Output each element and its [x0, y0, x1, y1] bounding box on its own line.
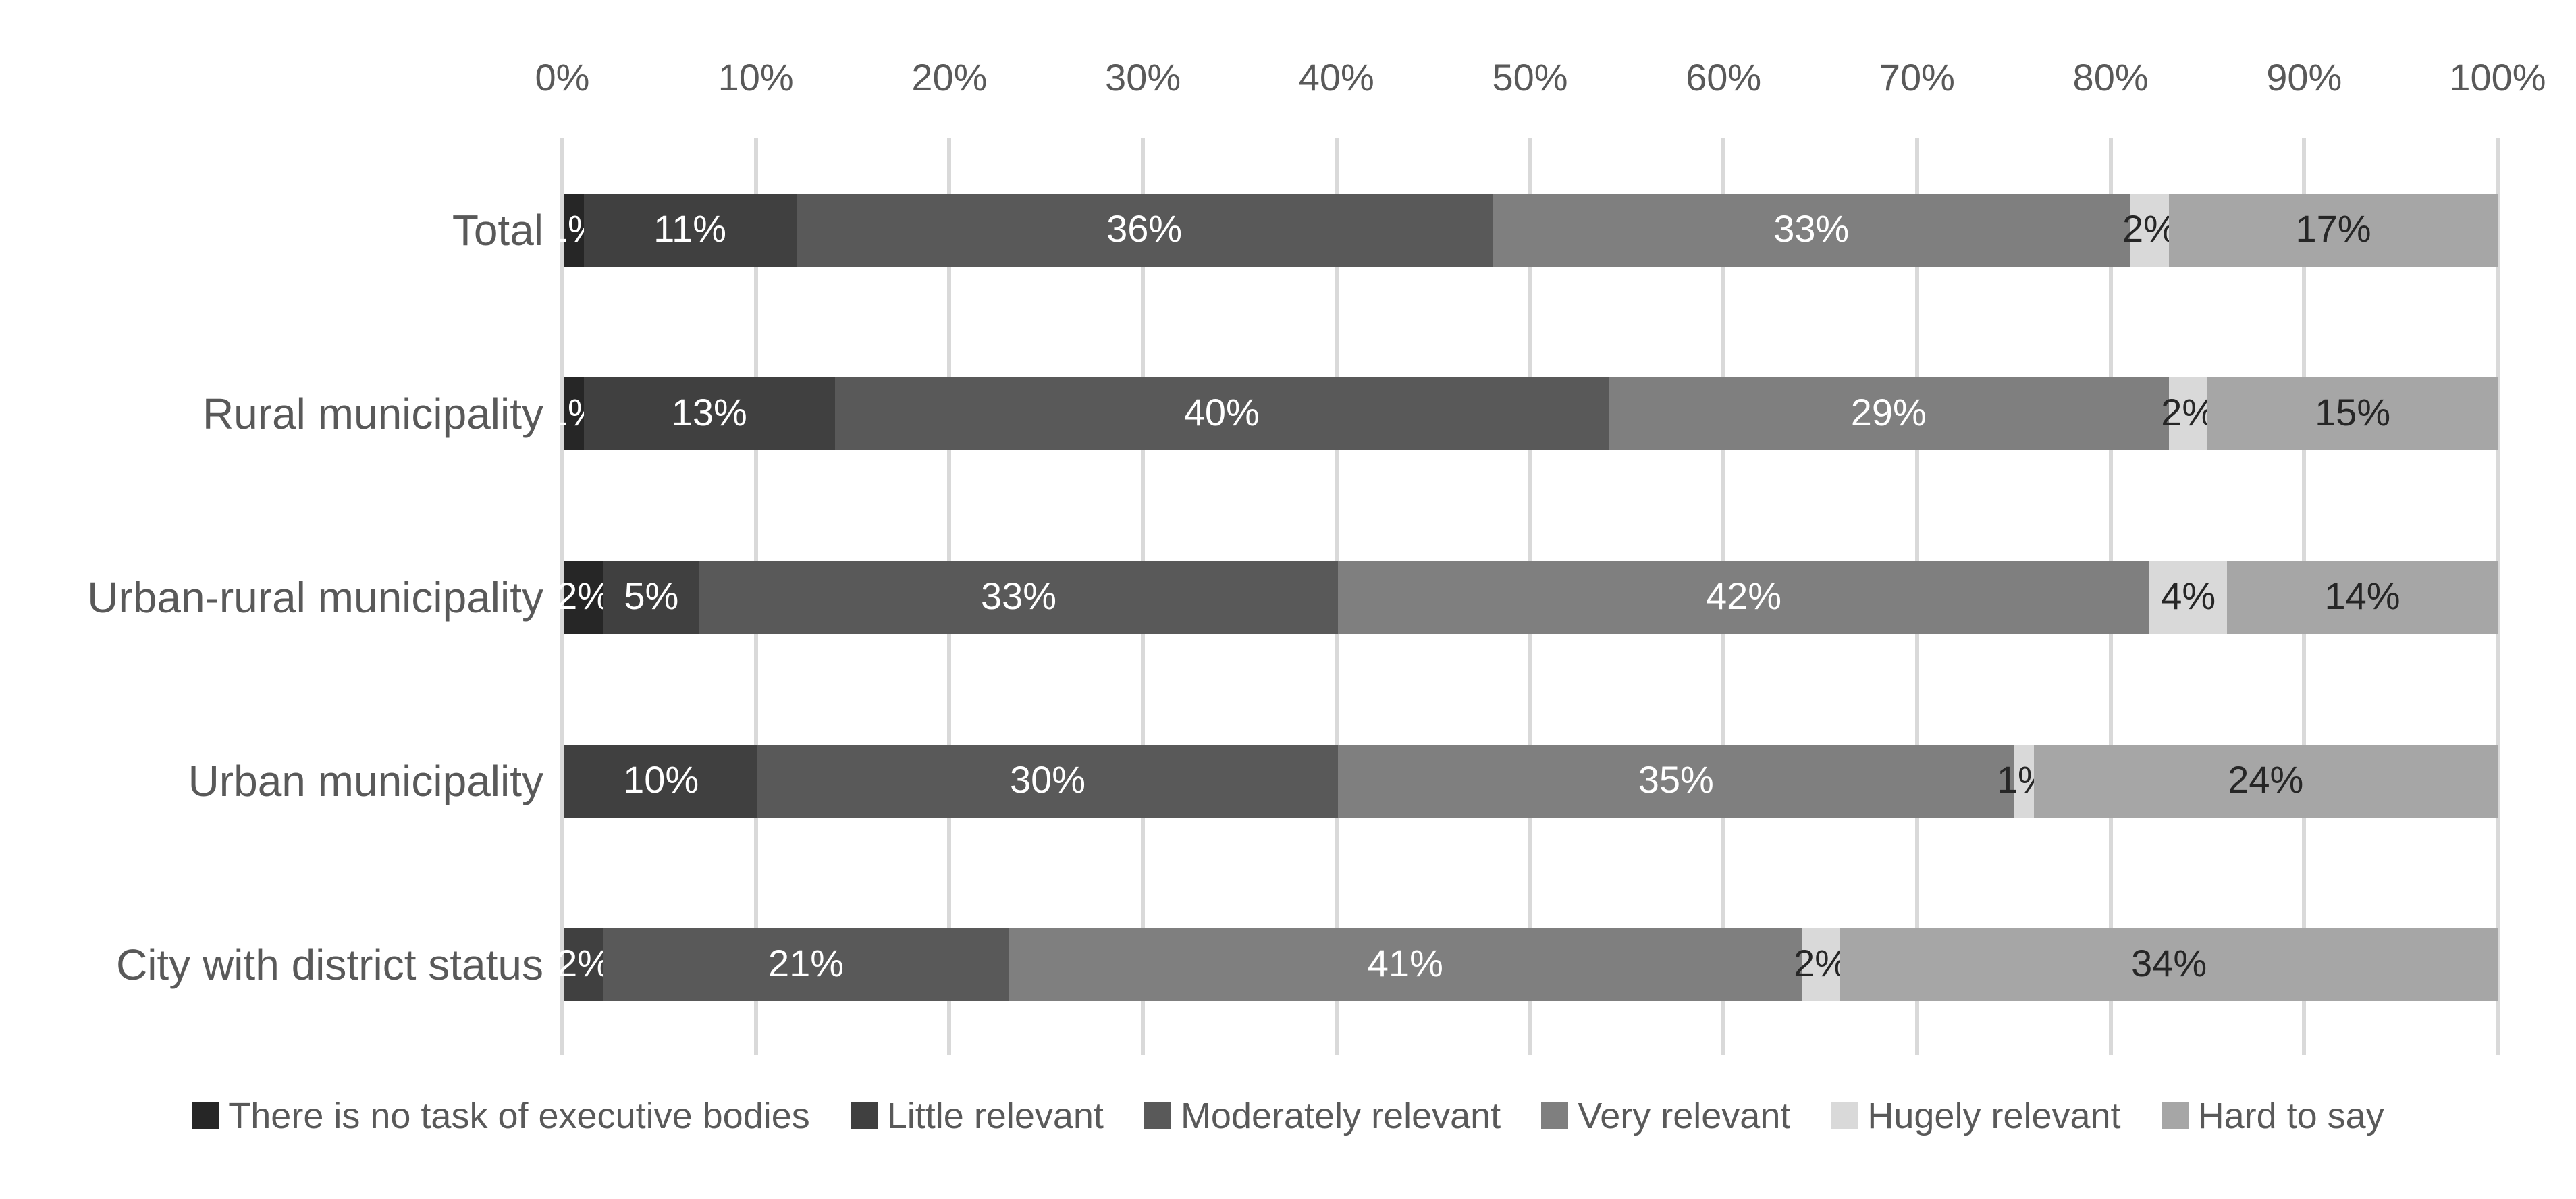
legend: There is no task of executive bodies Litt…	[0, 1095, 2576, 1137]
data-label: 21%	[768, 941, 844, 984]
data-label: 10%	[623, 757, 699, 801]
bar-segment: 2%	[556, 561, 611, 634]
bar-segment: 24%	[2033, 745, 2498, 818]
x-axis-tick-label: 0%	[535, 56, 590, 99]
data-label: 2%	[1794, 941, 1849, 984]
bar-segment: 40%	[834, 377, 1609, 450]
bar-segment: 33%	[1492, 194, 2130, 267]
bar-segment: 2%	[1794, 928, 1848, 1001]
x-axis-tick-label: 90%	[2266, 56, 2342, 99]
legend-label: Little relevant	[886, 1096, 1104, 1136]
legend-item: Hard to say	[2161, 1095, 2384, 1137]
legend-item: Moderately relevant	[1144, 1095, 1501, 1137]
data-label: 30%	[1009, 757, 1086, 801]
bar-segment: 42%	[1337, 561, 2150, 634]
data-label: 2%	[2122, 207, 2177, 250]
x-axis-tick-label: 30%	[1105, 56, 1181, 99]
data-label: 33%	[1773, 207, 1850, 250]
bar-segment: 10%	[564, 745, 758, 818]
data-label: 4%	[2161, 574, 2216, 617]
x-axis-tick-label: 60%	[1686, 56, 1762, 99]
gridline	[2496, 138, 2500, 1055]
legend-swatch-icon	[1144, 1102, 1171, 1129]
x-axis-tick-label: 20%	[911, 56, 988, 99]
bar-segment: 11%	[583, 194, 797, 267]
bar-segment: 1%	[1997, 745, 2051, 818]
bar-segment: 41%	[1009, 928, 1802, 1001]
bar-segment: 13%	[583, 377, 835, 450]
gridline	[560, 138, 564, 1055]
data-label: 15%	[2315, 390, 2391, 433]
legend-swatch-icon	[1541, 1102, 1569, 1129]
bar-segment: 33%	[699, 561, 1338, 634]
legend-item: Very relevant	[1541, 1095, 1790, 1137]
data-label: 33%	[980, 574, 1057, 617]
bar-segment: 29%	[1608, 377, 2170, 450]
bar-segment: 4%	[2149, 561, 2228, 634]
data-label: 42%	[1705, 574, 1782, 617]
bar-segment: 34%	[1840, 928, 2498, 1001]
bar-row: 10% 30% 35% 1% 24%	[564, 745, 2498, 818]
bar-segment: 21%	[603, 928, 1009, 1001]
bar-segment: 2%	[2122, 194, 2177, 267]
bar-segment: 36%	[796, 194, 1493, 267]
category-label: Total	[452, 206, 543, 255]
x-axis-tick-label: 50%	[1492, 56, 1568, 99]
category-label: Urban municipality	[188, 757, 543, 805]
bar-row: 1% 11% 36% 33% 2% 17%	[547, 194, 2498, 267]
bar-segment: 5%	[603, 561, 700, 634]
category-label: City with district status	[115, 940, 543, 989]
bar-segment: 30%	[757, 745, 1338, 818]
x-axis-tick-label: 70%	[1879, 56, 1955, 99]
legend-label: Moderately relevant	[1180, 1096, 1501, 1136]
bar-segment: 2%	[556, 928, 611, 1001]
x-axis-tick-label: 40%	[1298, 56, 1374, 99]
data-label: 14%	[2324, 574, 2400, 617]
legend-label: Hard to say	[2197, 1096, 2384, 1136]
legend-item: Hugely relevant	[1831, 1095, 2121, 1137]
data-label: 5%	[624, 574, 679, 617]
data-label: 13%	[671, 390, 747, 433]
bar-segment: 15%	[2207, 377, 2498, 450]
data-label: 24%	[2228, 757, 2304, 801]
data-label: 2%	[556, 574, 612, 617]
bar-segment: 1%	[547, 377, 601, 450]
data-label: 34%	[2131, 941, 2207, 984]
data-label: 2%	[556, 941, 612, 984]
legend-label: Very relevant	[1578, 1096, 1791, 1136]
legend-label: There is no task of executive bodies	[228, 1096, 810, 1136]
data-label: 17%	[2295, 207, 2371, 250]
legend-swatch-icon	[1831, 1102, 1858, 1129]
data-label: 41%	[1367, 941, 1443, 984]
category-label: Urban-rural municipality	[87, 573, 543, 622]
x-axis-tick-label: 80%	[2072, 56, 2149, 99]
data-label: 2%	[2161, 390, 2216, 433]
x-axis-tick-label: 100%	[2449, 56, 2546, 99]
data-label: 11%	[653, 207, 727, 250]
category-label: Rural municipality	[202, 390, 543, 438]
bar-segment: 1%	[547, 194, 601, 267]
bar-row: 1% 13% 40% 29% 2% 15%	[547, 377, 2498, 450]
legend-label: Hugely relevant	[1867, 1096, 2121, 1136]
legend-swatch-icon	[850, 1102, 878, 1129]
bar-segment: 35%	[1337, 745, 2014, 818]
bar-segment: 14%	[2227, 561, 2498, 634]
legend-item: Little relevant	[850, 1095, 1104, 1137]
legend-item: There is no task of executive bodies	[192, 1095, 810, 1137]
bar-segment: 2%	[2161, 377, 2216, 450]
bar-segment: 17%	[2169, 194, 2498, 267]
bar-row: 2% 21% 41% 2% 34%	[556, 928, 2498, 1001]
legend-swatch-icon	[2161, 1102, 2189, 1129]
data-label: 35%	[1638, 757, 1714, 801]
legend-swatch-icon	[192, 1102, 219, 1129]
bar-row: 2% 5% 33% 42% 4% 14%	[556, 561, 2498, 634]
data-label: 29%	[1850, 390, 1927, 433]
x-axis-tick-label: 10%	[718, 56, 794, 99]
data-label: 36%	[1106, 207, 1183, 250]
data-label: 40%	[1183, 390, 1260, 433]
